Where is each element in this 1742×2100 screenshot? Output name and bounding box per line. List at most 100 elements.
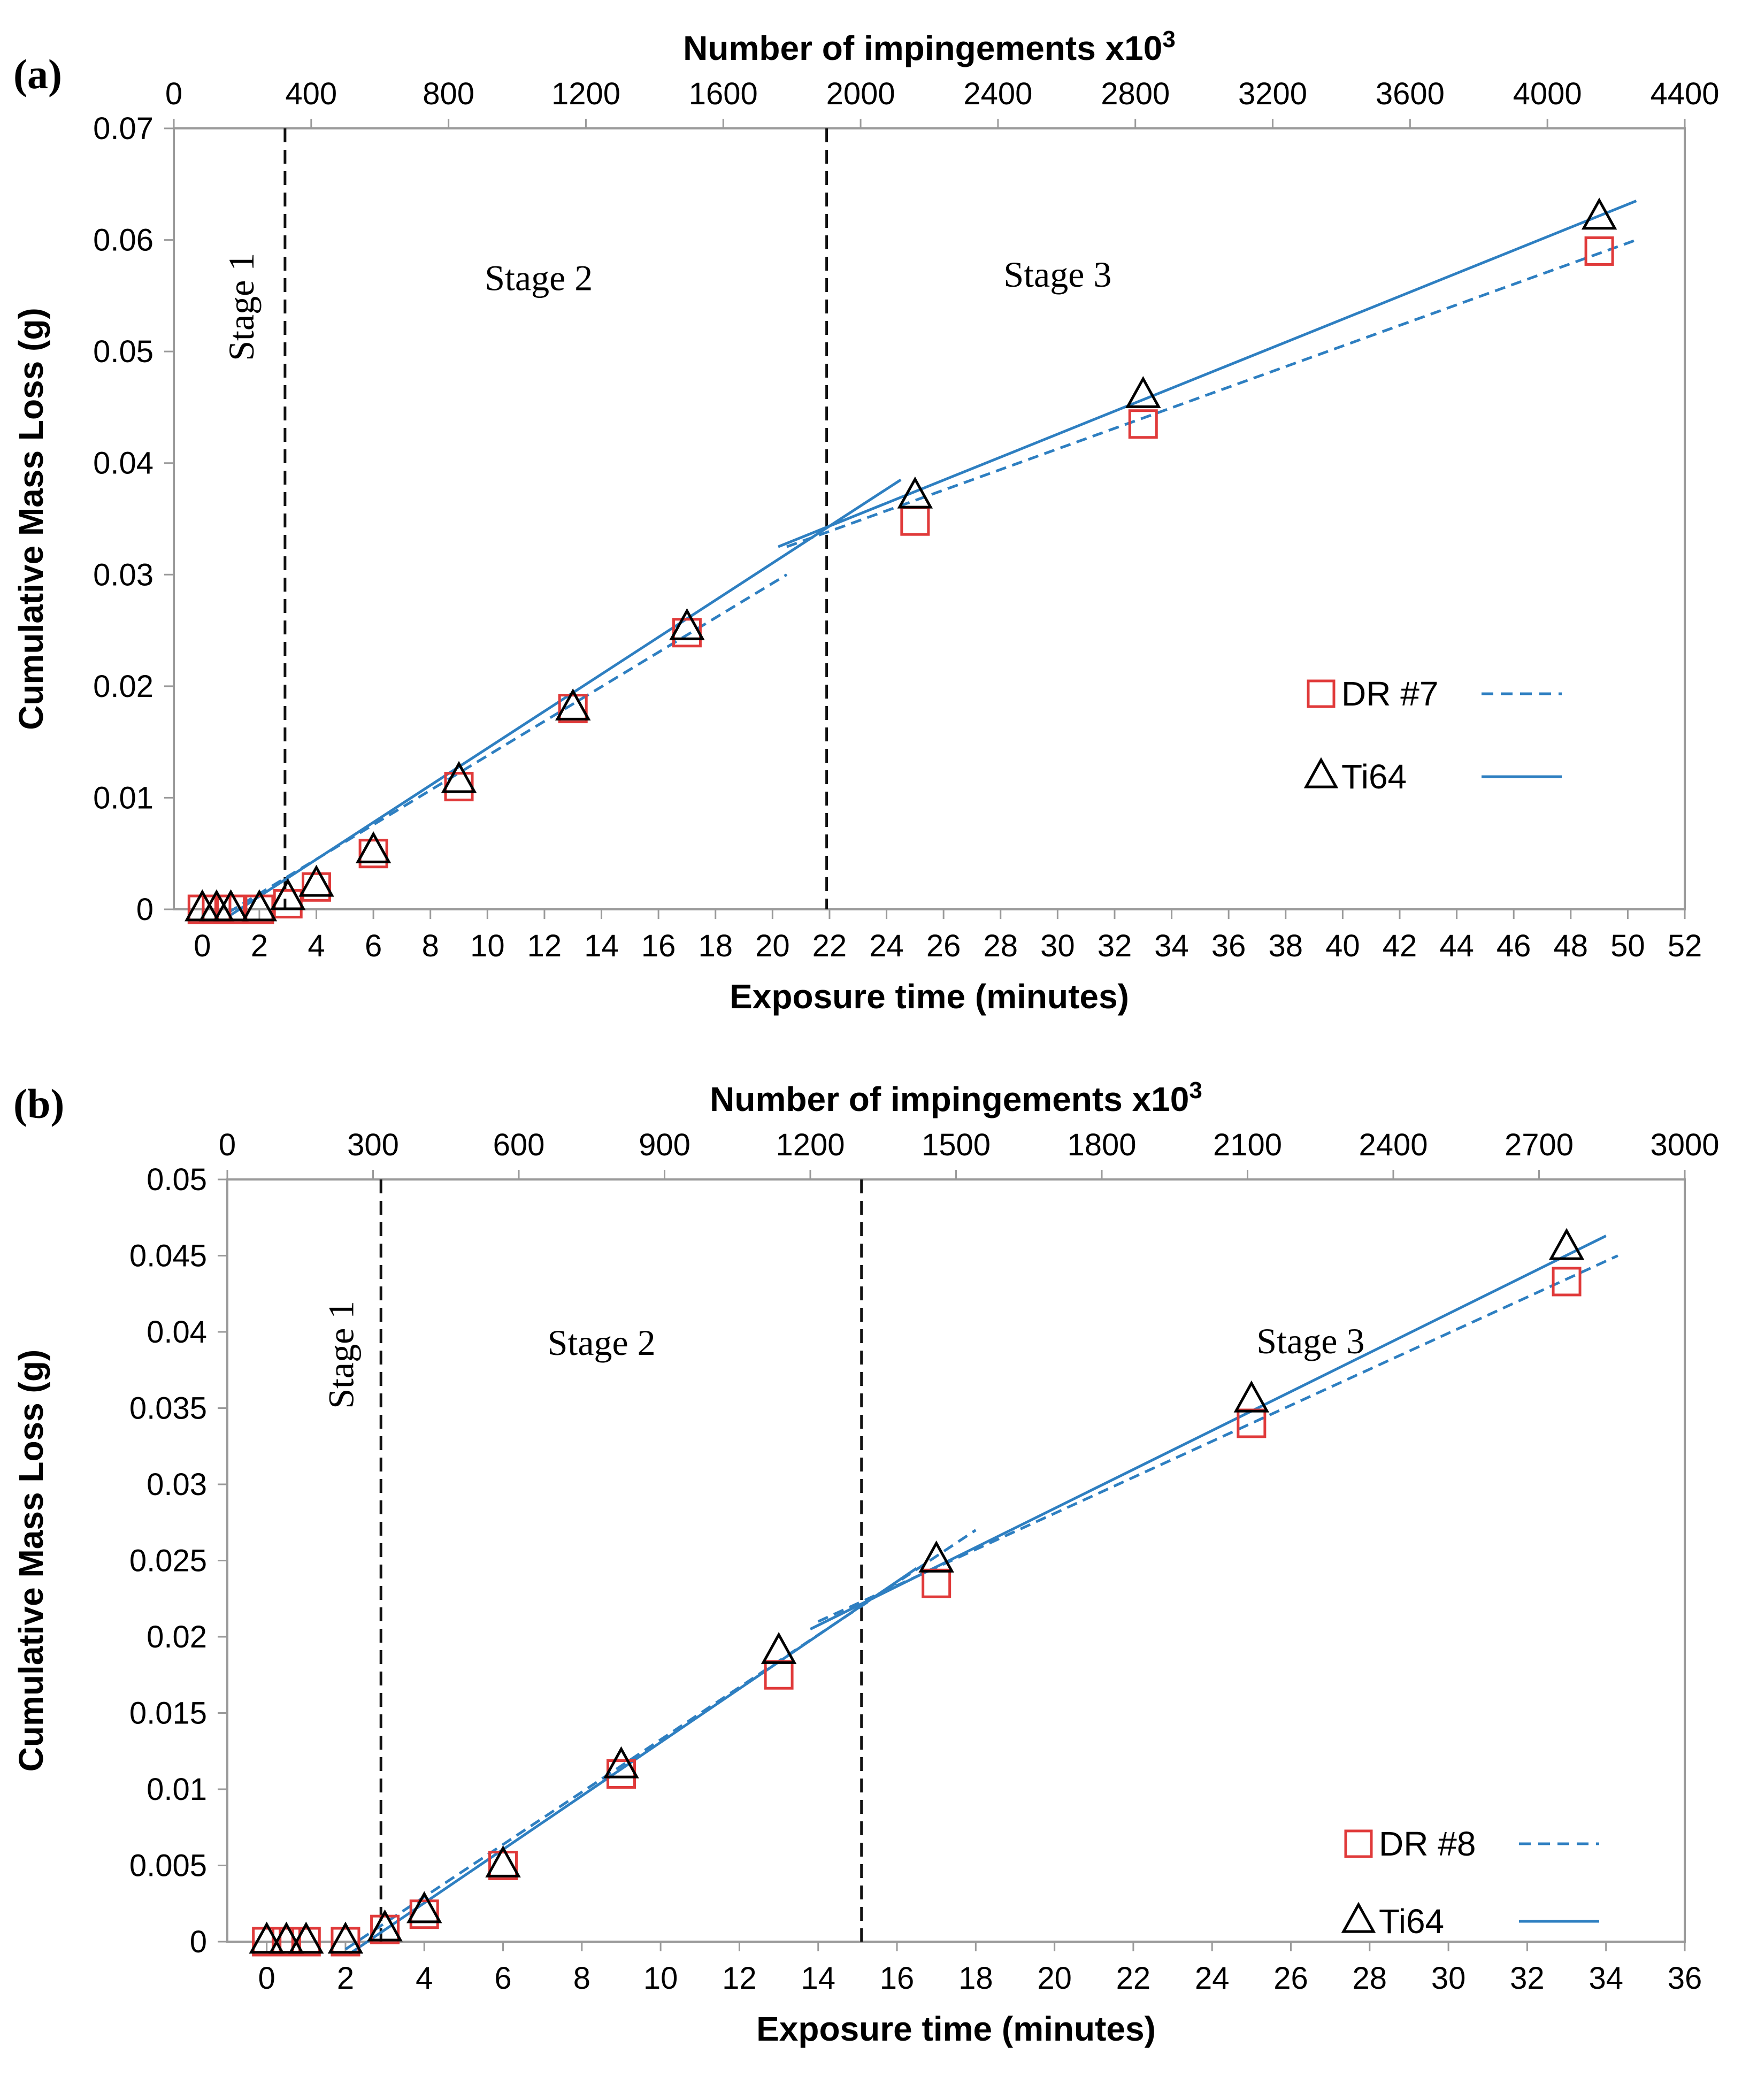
x2-tick-label: 0 (165, 76, 182, 111)
ti64-data-point (1125, 376, 1161, 408)
y-tick-label: 0 (136, 892, 154, 927)
y-tick-label: 0.01 (147, 1772, 207, 1807)
x2-tick-label: 800 (423, 76, 474, 111)
x-axis-title: Exposure time (minutes) (756, 2010, 1156, 2048)
dr-data-point (273, 889, 303, 919)
ti64-fit-line (230, 478, 902, 916)
dr-fit-line (786, 239, 1637, 548)
ti64-fit-line (809, 1235, 1607, 1630)
x-tick-label: 34 (1588, 1961, 1623, 1996)
x-tick-label: 12 (527, 929, 562, 963)
x-tick-label: 32 (1510, 1961, 1545, 1996)
x-tick-label: 4 (308, 929, 325, 963)
x-tick-label: 0 (194, 929, 211, 963)
dr-data-point (1128, 409, 1158, 439)
ti64-data-point (669, 608, 705, 640)
x-tick-label: 14 (801, 1961, 835, 1996)
y-tick-label: 0.035 (129, 1391, 207, 1426)
x2-tick-label: 0 (219, 1128, 236, 1162)
x2-tick-label: 3600 (1376, 76, 1445, 111)
x-tick-label: 36 (1668, 1961, 1702, 1996)
x2-tick-label: 300 (347, 1128, 399, 1162)
y-tick-label: 0.025 (129, 1544, 207, 1578)
plot-area (173, 127, 1686, 910)
x2-tick-label: 1200 (551, 76, 620, 111)
x-tick-label: 8 (422, 929, 439, 963)
x-tick-label: 42 (1383, 929, 1417, 963)
x-tick-label: 28 (983, 929, 1018, 963)
x2-tick-label: 2400 (963, 76, 1032, 111)
x2-axis-title: Number of impingements x103 (683, 26, 1176, 67)
dr-data-point (558, 694, 588, 724)
stage-label: Stage 1 (221, 253, 262, 361)
x-tick-label: 22 (1116, 1961, 1151, 1996)
y-tick-label: 0.02 (147, 1620, 207, 1654)
x-tick-label: 20 (1037, 1961, 1072, 1996)
dr-data-point (252, 1927, 282, 1957)
y-tick-label: 0.045 (129, 1239, 207, 1274)
panel-a-chart: 0 2 4 6 8 10 12 14 16 18 20 22 24 26 28 30 32 34 36 38 40 42 4… (12, 26, 1720, 1016)
stage-label: Stage 3 (1256, 1321, 1364, 1361)
x-axis-title: Exposure time (minutes) (730, 977, 1129, 1016)
x-tick-label: 34 (1154, 929, 1189, 963)
x-tick-label: 46 (1497, 929, 1531, 963)
x-tick-label: 14 (584, 929, 619, 963)
x-tick-label: 10 (643, 1961, 678, 1996)
y-tick-label: 0.03 (147, 1467, 207, 1502)
x2-tick-label: 1500 (922, 1128, 991, 1162)
x-tick-label: 48 (1554, 929, 1588, 963)
dr-data-point (488, 1851, 518, 1880)
x2-tick-label: 4000 (1513, 76, 1582, 111)
x-tick-label: 12 (722, 1961, 757, 1996)
x2-axis-title-base: Number of impingements x10 (710, 1080, 1189, 1118)
y-tick-label: 0.04 (147, 1315, 207, 1350)
x2-tick-label: 1800 (1067, 1128, 1136, 1162)
x-tick-label: 52 (1668, 929, 1702, 963)
x-tick-label: 26 (1273, 1961, 1308, 1996)
dr-data-point (764, 1660, 794, 1690)
ti64-data-point (441, 761, 477, 793)
ti64-data-point (241, 889, 278, 922)
x-tick-label: 26 (926, 929, 961, 963)
y-tick-label: 0.06 (93, 223, 154, 258)
legend-label: DR #8 (1379, 1825, 1476, 1863)
dr-data-point (1552, 1267, 1582, 1297)
dr-data-point (291, 1927, 321, 1957)
panel-label: (b) (13, 1080, 64, 1127)
x-tick-label: 2 (337, 1961, 354, 1996)
y-tick-label: 0.04 (93, 446, 154, 481)
y-axis-title: Cumulative Mass Loss (g) (12, 308, 50, 730)
ti64-data-point (406, 1891, 442, 1923)
y-tick-label: 0.05 (93, 334, 154, 369)
legend-label: Ti64 (1341, 757, 1407, 796)
x-tick-label: 18 (698, 929, 733, 963)
y-tick-label: 0.02 (93, 669, 154, 704)
ti64-data-point (1581, 197, 1617, 230)
x-tick-label: 6 (365, 929, 382, 963)
ti64-data-point (897, 476, 933, 509)
x-tick-label: 44 (1439, 929, 1474, 963)
dr-data-point (358, 839, 388, 869)
y-tick-label: 0.07 (93, 111, 154, 146)
dr-data-point (1584, 236, 1614, 266)
y-tick-label: 0.015 (129, 1696, 207, 1731)
x2-tick-label: 2800 (1101, 76, 1170, 111)
legend-label: DR #7 (1341, 675, 1438, 713)
y-axis-title: Cumulative Mass Loss (g) (12, 1350, 50, 1772)
legend-square-marker (1307, 679, 1336, 708)
x2-axis-title-exponent: 3 (1162, 26, 1175, 52)
ti64-data-point (485, 1845, 521, 1877)
dr-data-point (370, 1914, 400, 1944)
x-tick-label: 40 (1325, 929, 1360, 963)
x-tick-label: 30 (1040, 929, 1075, 963)
x2-tick-label: 400 (285, 76, 337, 111)
x-tick-label: 16 (880, 1961, 915, 1996)
x-tick-label: 20 (755, 929, 790, 963)
legend-triangle-marker (1303, 757, 1339, 788)
legend-label: Ti64 (1379, 1902, 1444, 1941)
stage-label: Stage 2 (485, 257, 593, 298)
ti64-data-point (268, 1921, 304, 1954)
dr-data-point (922, 1568, 951, 1598)
stage-label: Stage 2 (548, 1322, 656, 1363)
legend-triangle-marker (1341, 1902, 1376, 1933)
